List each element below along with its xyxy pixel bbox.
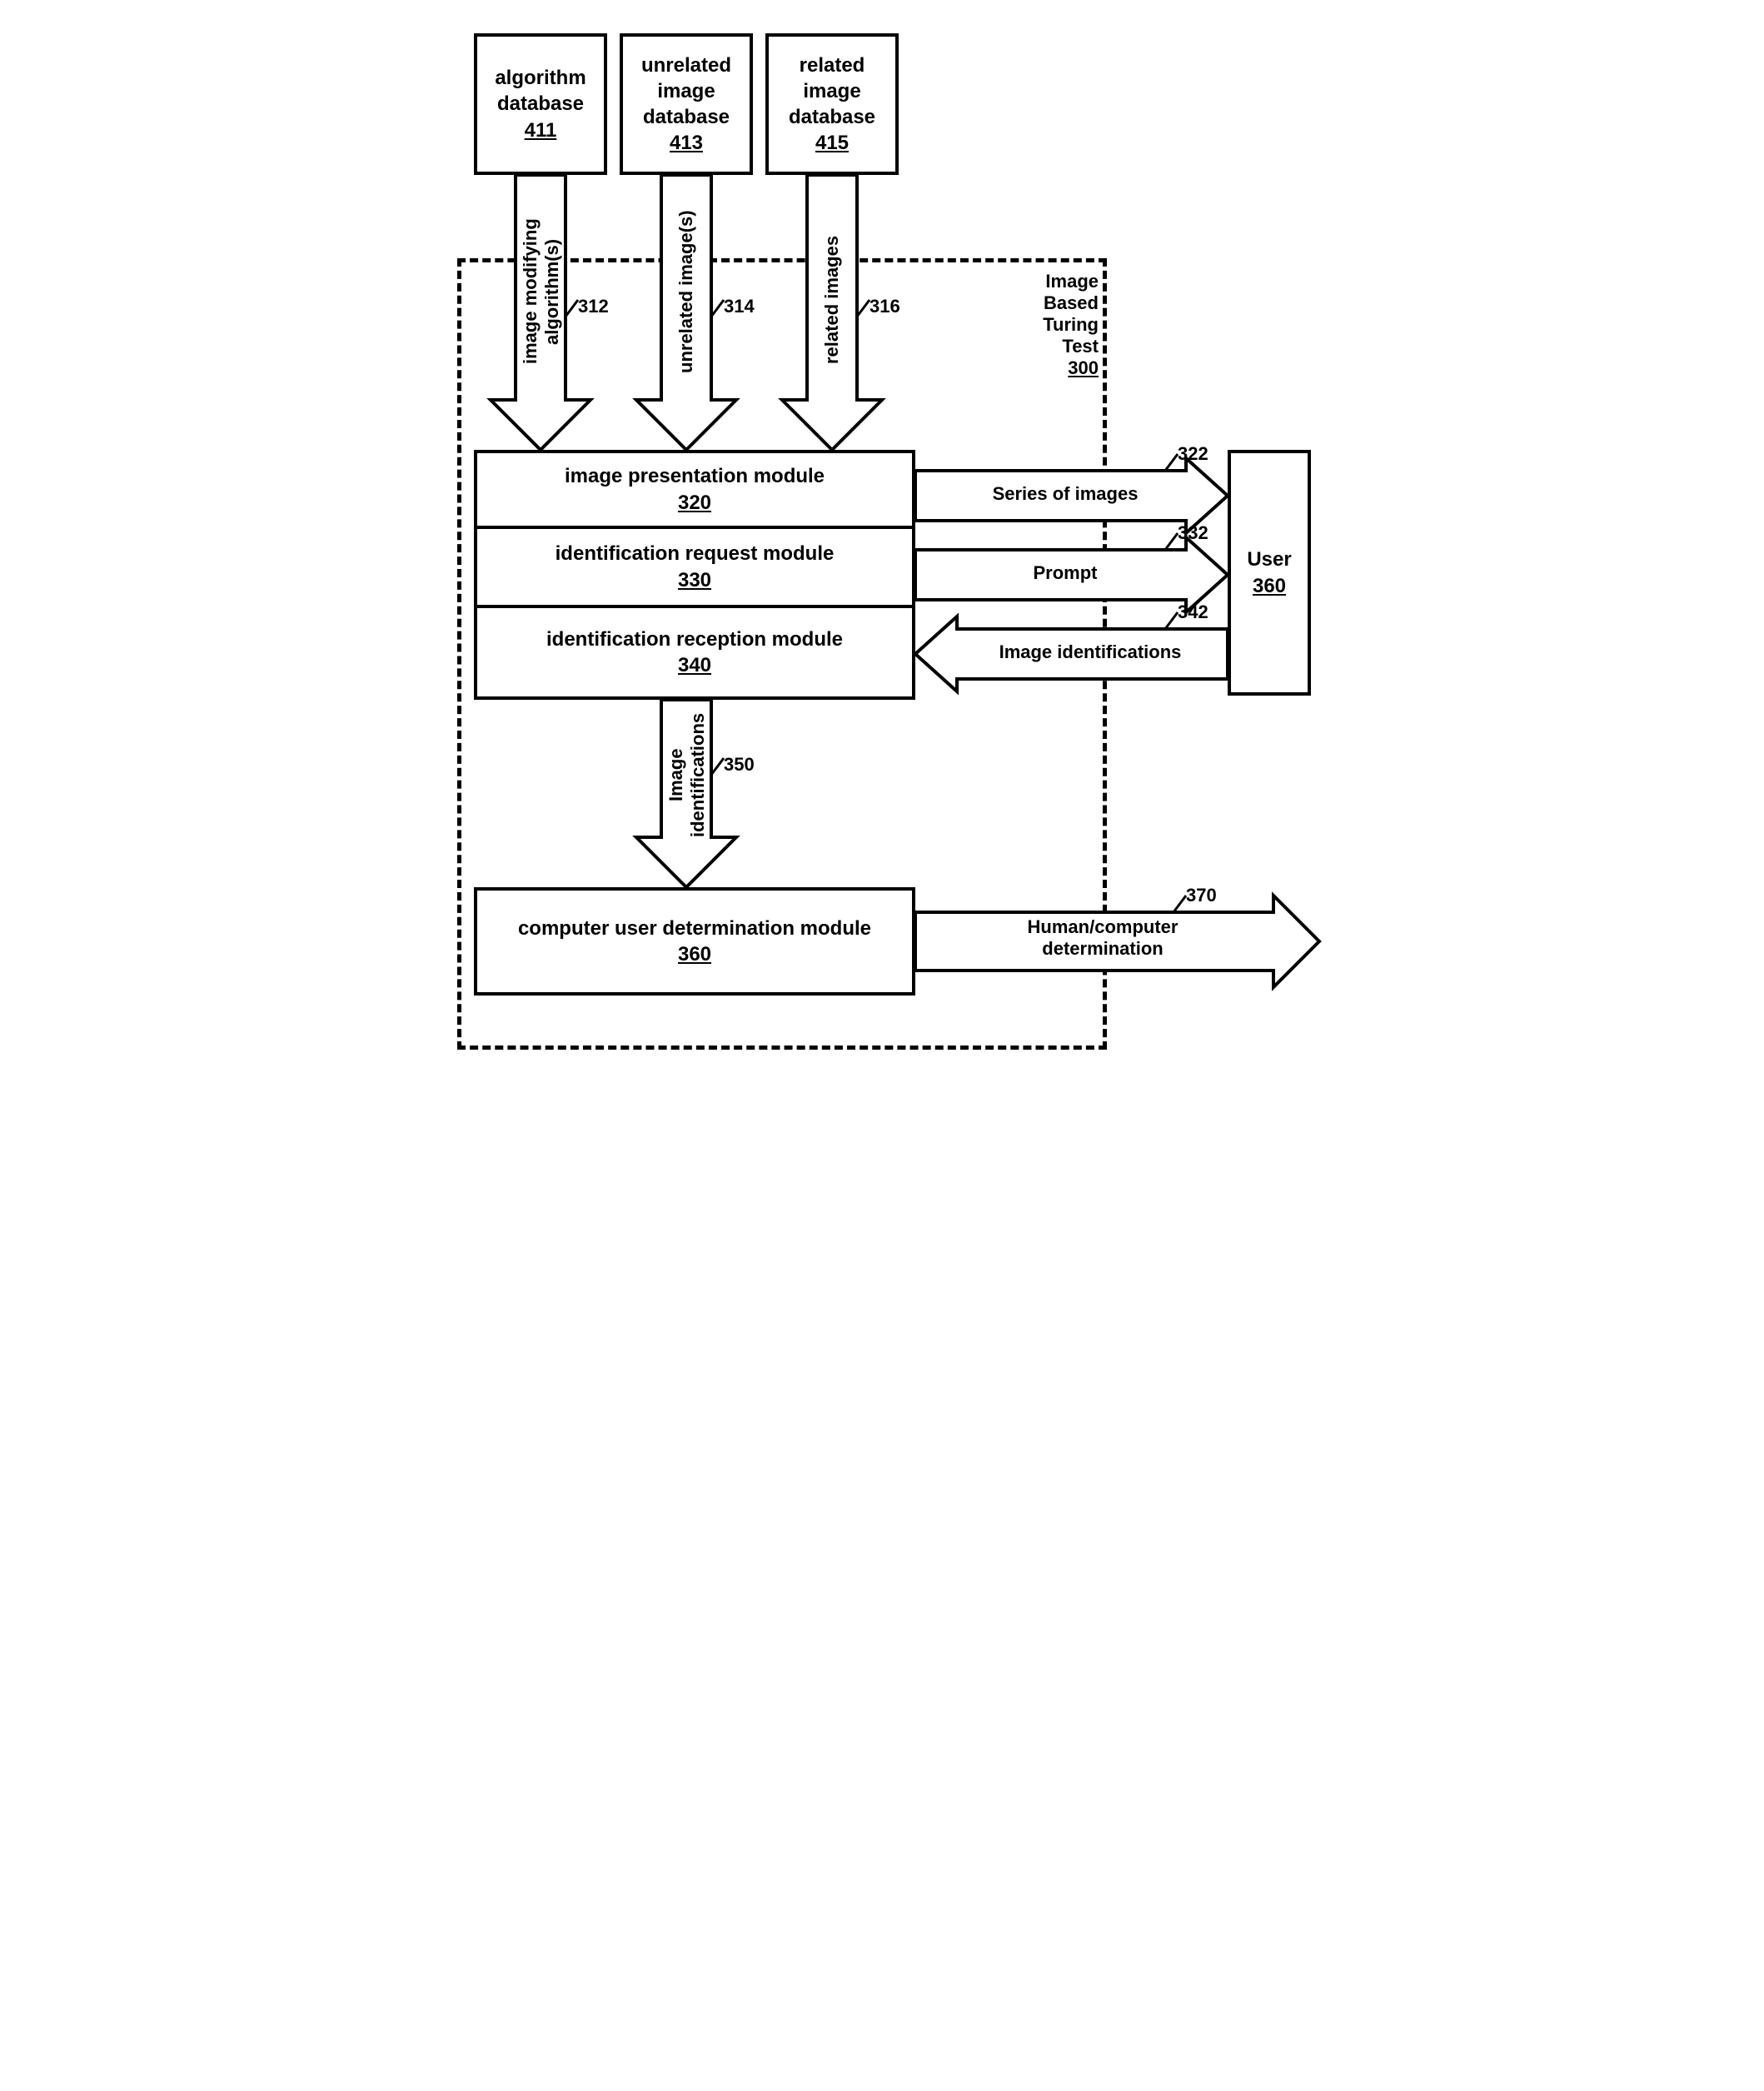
arrow-322-label: Series of images bbox=[957, 483, 1174, 505]
arrow-350-text: Image identifications bbox=[665, 712, 708, 836]
tick-350 bbox=[711, 758, 724, 775]
mod4-label: computer user determination module bbox=[518, 916, 871, 941]
mod3-label: identification reception module bbox=[546, 626, 843, 652]
tick-312 bbox=[566, 300, 578, 317]
user-box: User 360 bbox=[1228, 450, 1311, 696]
tick-314 bbox=[711, 300, 724, 317]
arrow-370-text: Human/computer determination bbox=[1028, 916, 1178, 959]
ref-314: 314 bbox=[724, 296, 755, 317]
mod3-num: 340 bbox=[678, 652, 711, 678]
mod2-num: 330 bbox=[678, 567, 711, 593]
tick-322 bbox=[1165, 454, 1178, 471]
image-presentation-module: image presentation module 320 bbox=[474, 450, 915, 529]
user-label: User bbox=[1247, 546, 1291, 572]
arrow-316-label: related images bbox=[821, 217, 843, 383]
ref-350: 350 bbox=[724, 754, 755, 776]
arrow-350-label: Image identifications bbox=[665, 712, 709, 837]
diagram-root: Image Based Turing Test 300 algorithm da… bbox=[441, 17, 1323, 1062]
tick-332 bbox=[1165, 533, 1178, 550]
tick-316 bbox=[857, 300, 870, 317]
ref-316: 316 bbox=[870, 296, 900, 317]
ref-370: 370 bbox=[1186, 885, 1217, 906]
arrow-314-label: unrelated image(s) bbox=[675, 192, 697, 392]
mod2-label: identification request module bbox=[556, 541, 835, 566]
ref-322: 322 bbox=[1178, 443, 1208, 465]
identification-request-module: identification request module 330 bbox=[474, 529, 915, 608]
ref-332: 332 bbox=[1178, 522, 1208, 544]
arrow-370-label: Human/computer determination bbox=[957, 916, 1248, 960]
ref-342: 342 bbox=[1178, 601, 1208, 623]
computer-user-determination-module: computer user determination module 360 bbox=[474, 887, 915, 996]
tick-370 bbox=[1174, 896, 1186, 912]
mod1-label: image presentation module bbox=[565, 463, 825, 489]
identification-reception-module: identification reception module 340 bbox=[474, 608, 915, 700]
mod1-num: 320 bbox=[678, 490, 711, 516]
mod4-num: 360 bbox=[678, 941, 711, 967]
tick-342 bbox=[1165, 612, 1178, 629]
arrow-342-label: Image identifications bbox=[965, 641, 1215, 663]
arrow-312-label: image modifyingalgorithm(s) bbox=[520, 192, 563, 392]
ref-312: 312 bbox=[578, 296, 609, 317]
arrow-332-label: Prompt bbox=[957, 562, 1174, 584]
user-num: 360 bbox=[1253, 573, 1286, 599]
